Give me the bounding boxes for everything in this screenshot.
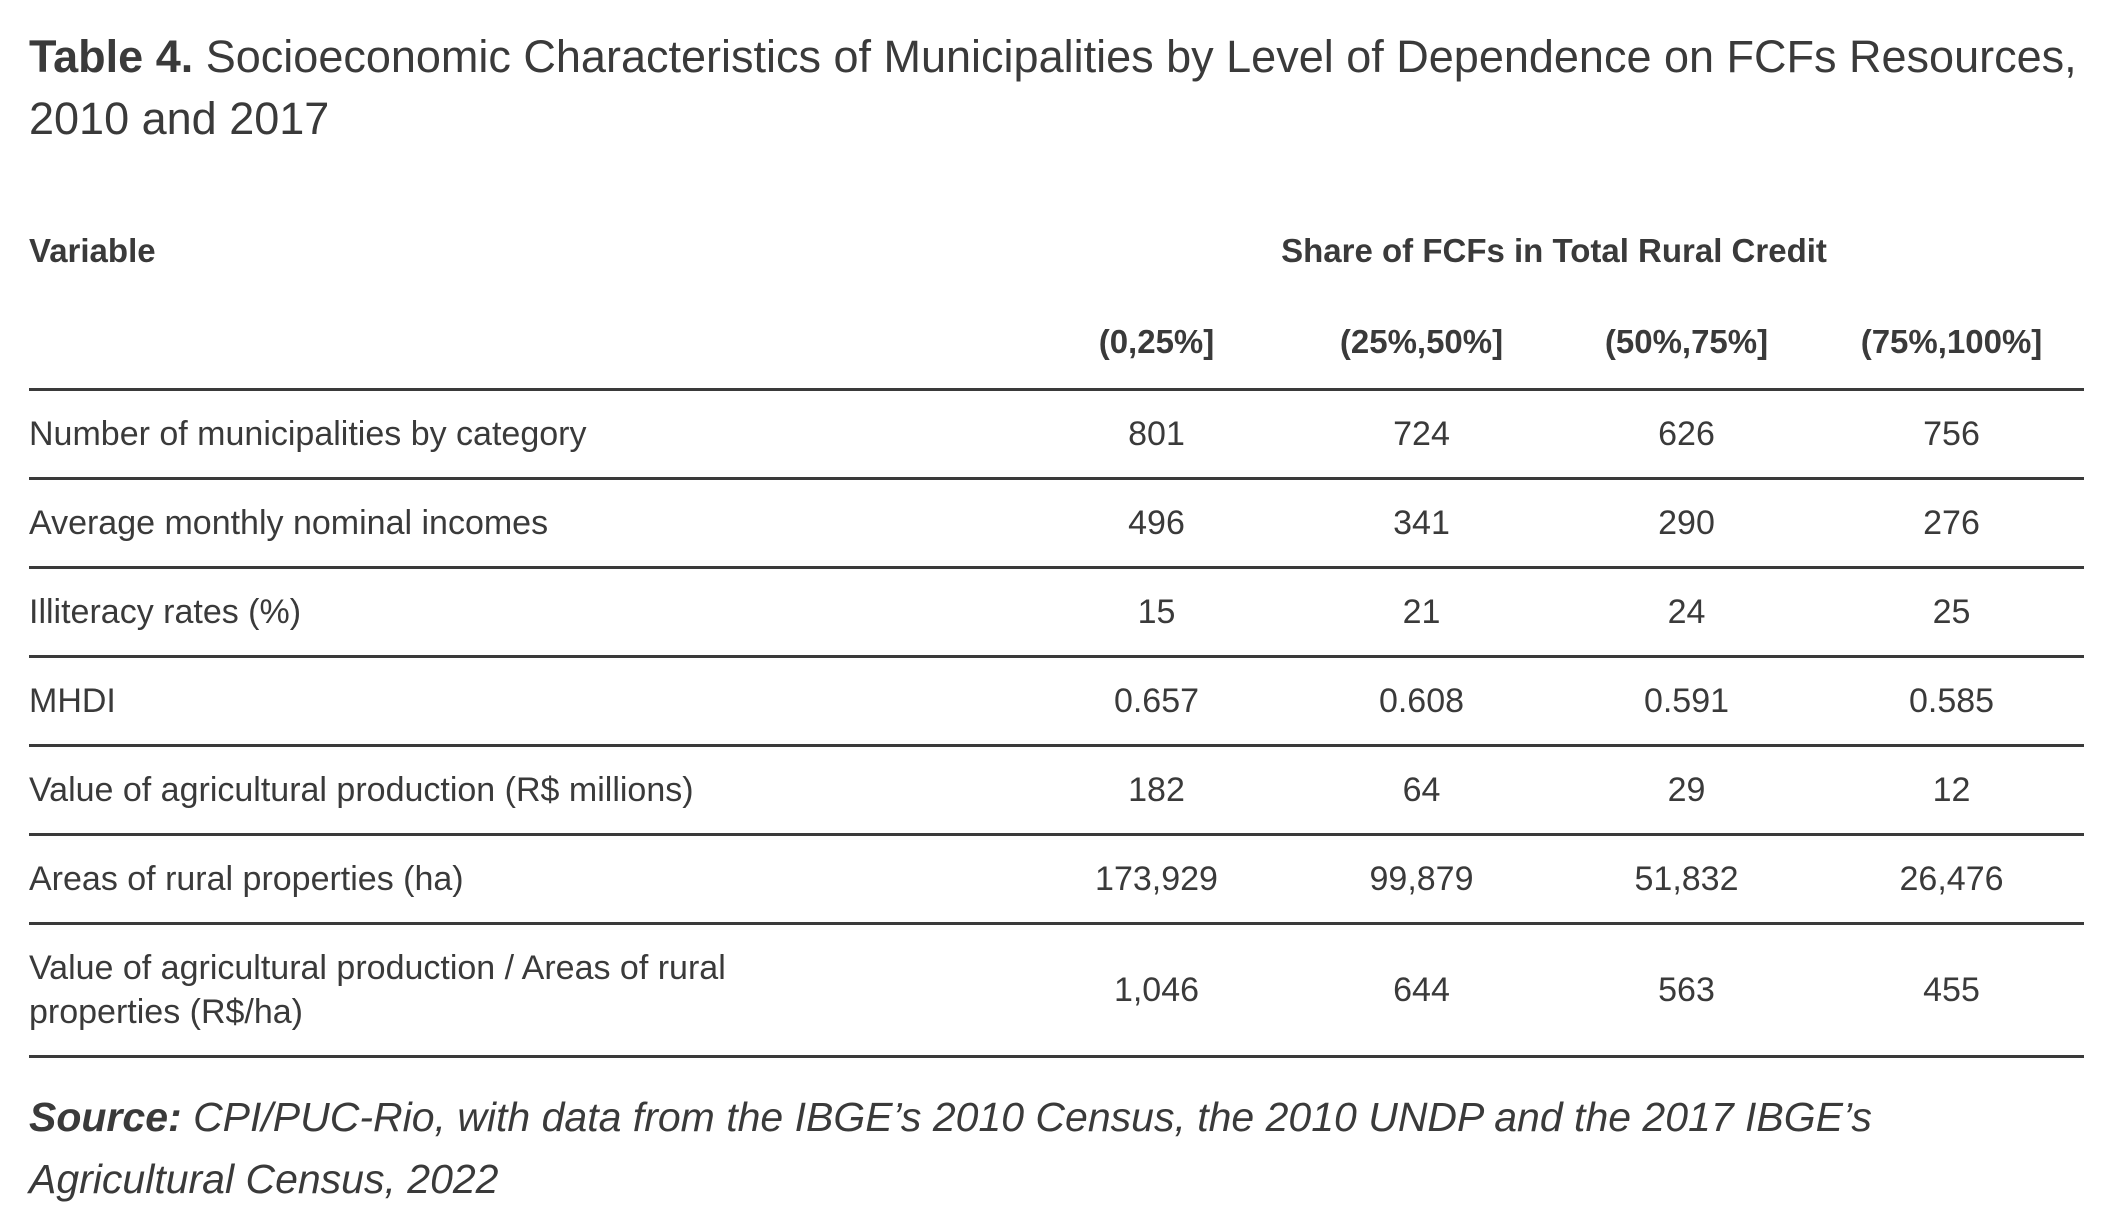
column-header-empty: [29, 302, 1024, 391]
table-cell: 563: [1554, 923, 1819, 1058]
column-group-header: Share of FCFs in Total Rural Credit: [1281, 232, 1827, 269]
table-cell: 341: [1289, 478, 1554, 569]
table-cell: 25: [1819, 567, 2085, 658]
row-variable: Value of agricultural production / Areas…: [29, 923, 1024, 1058]
table-cell: 290: [1554, 478, 1819, 569]
table-cell: 0.585: [1819, 656, 2085, 747]
row-variable-text: Value of agricultural production / Areas…: [29, 949, 726, 1031]
table-cell: 276: [1819, 478, 2085, 569]
table-cell: 626: [1554, 389, 1819, 480]
table-title: Table 4. Socioeconomic Characteristics o…: [29, 26, 2084, 150]
table-cell: 496: [1024, 478, 1289, 569]
row-variable: Areas of rural properties (ha): [29, 834, 1024, 925]
table-row: Illiteracy rates (%) 15 21 24 25: [29, 567, 2085, 658]
row-variable: Average monthly nominal incomes: [29, 478, 1024, 569]
table-row: Value of agricultural production (R$ mil…: [29, 745, 2085, 836]
table-row: MHDI 0.657 0.608 0.591 0.585: [29, 656, 2085, 747]
table-row: Average monthly nominal incomes 496 341 …: [29, 478, 2085, 569]
row-variable: Value of agricultural production (R$ mil…: [29, 745, 1024, 836]
row-variable: Illiteracy rates (%): [29, 567, 1024, 658]
column-header-range: (50%,75%]: [1554, 302, 1819, 391]
column-header-variable: Variable: [29, 232, 156, 269]
table-cell: 64: [1289, 745, 1554, 836]
table-cell: 801: [1024, 389, 1289, 480]
table-row: Areas of rural properties (ha) 173,929 9…: [29, 834, 2085, 925]
table-cell: 29: [1554, 745, 1819, 836]
table-row: Value of agricultural production / Areas…: [29, 923, 2085, 1058]
table-cell: 99,879: [1289, 834, 1554, 925]
table-cell: 24: [1554, 567, 1819, 658]
row-variable: Number of municipalities by category: [29, 389, 1024, 480]
row-variable: MHDI: [29, 656, 1024, 747]
table-cell: 12: [1819, 745, 2085, 836]
table-cell: 51,832: [1554, 834, 1819, 925]
table-cell: 455: [1819, 923, 2085, 1058]
table-cell: 15: [1024, 567, 1289, 658]
column-header-range: (0,25%]: [1024, 302, 1289, 391]
table-cell: 0.608: [1289, 656, 1554, 747]
header-row-ranges: (0,25%] (25%,50%] (50%,75%] (75%,100%]: [29, 302, 2085, 391]
table-cell: 644: [1289, 923, 1554, 1058]
table-row: Number of municipalities by category 801…: [29, 389, 2085, 480]
table-cell: 26,476: [1819, 834, 2085, 925]
table-title-text: Socioeconomic Characteristics of Municip…: [29, 31, 2077, 144]
table-cell: 0.591: [1554, 656, 1819, 747]
table-cell: 182: [1024, 745, 1289, 836]
table-cell: 21: [1289, 567, 1554, 658]
table-cell: 0.657: [1024, 656, 1289, 747]
data-table: Variable Share of FCFs in Total Rural Cr…: [29, 220, 2085, 1058]
table-cell: 756: [1819, 389, 2085, 480]
source-text: CPI/PUC-Rio, with data from the IBGE’s 2…: [29, 1094, 1872, 1202]
column-header-range: (25%,50%]: [1289, 302, 1554, 391]
table-cell: 724: [1289, 389, 1554, 480]
column-header-range: (75%,100%]: [1819, 302, 2085, 391]
table-title-label: Table 4.: [29, 31, 194, 82]
header-row-group: Variable Share of FCFs in Total Rural Cr…: [29, 220, 2084, 302]
source-note: Source: CPI/PUC-Rio, with data from the …: [29, 1086, 2084, 1210]
table-cell: 173,929: [1024, 834, 1289, 925]
table-cell: 1,046: [1024, 923, 1289, 1058]
source-label: Source:: [29, 1094, 182, 1140]
